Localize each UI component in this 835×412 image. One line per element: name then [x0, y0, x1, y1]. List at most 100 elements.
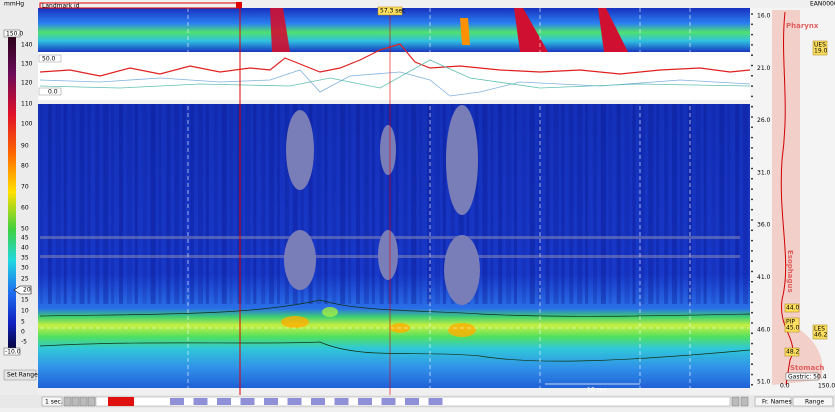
range-button[interactable] [792, 396, 834, 407]
streak [419, 104, 423, 304]
streak [348, 104, 352, 304]
min-label: -10.0 [5, 349, 21, 356]
min-box [3, 347, 21, 356]
nav-buttons[interactable] [63, 396, 749, 407]
les-hotspots [281, 307, 476, 337]
streak [442, 104, 446, 304]
sensor-dot [751, 147, 753, 149]
position-label: 31.0 [757, 169, 771, 176]
swallow-spikes [270, 8, 628, 52]
streak [585, 104, 589, 304]
streak [695, 104, 701, 304]
streak [71, 104, 76, 304]
sensor-dot [751, 383, 753, 386]
streak [55, 104, 61, 304]
position-axis: 16.0 21.0 26.0 31.0 36.0 41.0 46.0 51.0 [757, 13, 771, 386]
marker-name: PIP [786, 319, 795, 326]
streak [490, 104, 494, 304]
streak [340, 104, 346, 304]
streak [316, 104, 322, 304]
streak [95, 104, 100, 304]
streak [229, 104, 233, 304]
streak [40, 104, 43, 304]
streak [150, 104, 156, 304]
sensor-dot [751, 208, 753, 211]
streak [616, 104, 621, 304]
streak [482, 104, 488, 304]
scale-label: 50 [21, 226, 29, 233]
streak [403, 104, 408, 304]
one-sec-button[interactable] [41, 396, 63, 407]
range-max: 150.0 [818, 383, 835, 390]
sensor-dot [751, 188, 753, 191]
frame-names-button[interactable] [754, 396, 792, 407]
streak [679, 104, 683, 304]
streak [190, 104, 195, 304]
region-label: Pharynx [786, 22, 819, 30]
plot-bottom-box [38, 87, 62, 96]
frame-names-label: Fr. Names [762, 399, 792, 406]
scale-label: 90 [21, 143, 29, 150]
streak [332, 104, 337, 304]
streak [672, 104, 677, 304]
marker-box [812, 40, 828, 56]
sensor-dot [751, 13, 753, 15]
current-marker[interactable] [13, 285, 32, 295]
isobar [39, 341, 751, 362]
set-range-label: Set Range [7, 372, 38, 379]
impedance-trace [39, 59, 751, 89]
timeline-event [170, 398, 184, 405]
streak [427, 104, 432, 304]
scale-label: 30 [21, 265, 29, 272]
streak [411, 104, 417, 304]
streak [561, 104, 565, 304]
streak [158, 104, 162, 304]
streak [300, 104, 304, 304]
timeline-event [217, 398, 231, 405]
streak [103, 104, 109, 304]
scale-label: 80 [21, 163, 29, 170]
position-label: 41.0 [757, 274, 771, 281]
sensor-dot [751, 219, 753, 221]
streak [182, 104, 186, 304]
landmark-handle[interactable] [236, 2, 242, 8]
streak [174, 104, 180, 304]
streak [198, 104, 203, 304]
streak [664, 104, 669, 304]
sensor-dot [751, 105, 753, 108]
position-label: 26.0 [757, 117, 771, 124]
scale-label: 10 [21, 308, 29, 315]
tag-box [784, 347, 800, 357]
sensor-dot [751, 157, 753, 160]
max-box [3, 29, 21, 38]
sensor-dot [751, 229, 753, 232]
streak [126, 104, 132, 304]
sensor-dot [751, 250, 753, 252]
streak [277, 104, 280, 304]
position-label: 51.0 [757, 379, 771, 386]
position-label: 16.0 [757, 13, 771, 20]
sensor-dot [751, 126, 753, 129]
streak [569, 104, 574, 304]
scale-label: 110 [21, 101, 33, 108]
sensor-dot [751, 301, 753, 304]
patient-id: EAN0000 [810, 1, 835, 8]
marker-box [812, 324, 828, 340]
timeline-event [405, 398, 419, 405]
streak [514, 104, 517, 304]
streak [632, 104, 636, 304]
sensor-dot [751, 311, 753, 314]
sensor-dot [751, 74, 753, 77]
sensor-dot [751, 33, 753, 36]
isobar [39, 299, 751, 317]
top-heatmap [38, 8, 750, 52]
grid-lines [40, 8, 750, 388]
scale-label: 25 [21, 276, 29, 283]
sensor-dot [751, 23, 753, 26]
set-range-button[interactable] [3, 369, 37, 381]
streak [63, 104, 67, 304]
region-label: Esophagus [786, 250, 794, 293]
sensor-dot [751, 136, 753, 139]
tag-label: 44.0 [786, 305, 800, 312]
